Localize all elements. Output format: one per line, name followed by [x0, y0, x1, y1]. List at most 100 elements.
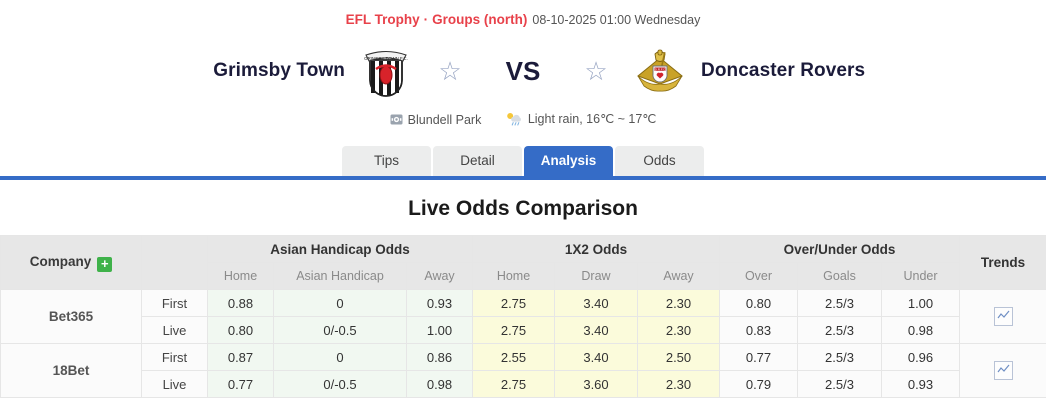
- stadium-icon: [390, 113, 403, 126]
- x12-draw-subheader: Draw: [554, 262, 638, 290]
- ou-under-odd: 0.96: [881, 343, 960, 371]
- x12-away-odd: 2.30: [637, 316, 720, 344]
- tab-odds[interactable]: Odds: [615, 146, 704, 176]
- x12-draw-odd: 3.40: [554, 316, 638, 344]
- page-title: Live Odds Comparison: [408, 197, 638, 220]
- ou-over-subheader: Over: [719, 262, 798, 290]
- vs-label: VS: [505, 55, 541, 86]
- x12-home-odd: 2.75: [472, 370, 555, 398]
- live-odds-table: Company + Asian Handicap Odds 1X2 Odds Ov…: [0, 235, 1046, 398]
- ah-home-odd: 0.87: [207, 343, 274, 371]
- over-under-group-header: Over/Under Odds: [719, 235, 960, 263]
- league-round[interactable]: Groups (north): [432, 12, 528, 27]
- phase-label: Live: [141, 370, 208, 398]
- x12-home-odd: 2.55: [472, 343, 555, 371]
- add-company-plus-icon[interactable]: +: [97, 256, 113, 272]
- ou-goals-value: 2.5/3: [797, 289, 882, 317]
- league-name[interactable]: EFL Trophy: [345, 12, 420, 27]
- x12-home-odd: 2.75: [472, 316, 555, 344]
- tab-bar: Tips Detail Analysis Odds: [0, 144, 1046, 176]
- tab-detail[interactable]: Detail: [433, 146, 522, 176]
- ah-away-subheader: Away: [406, 262, 473, 290]
- ah-home-odd: 0.88: [207, 289, 274, 317]
- table-row: Live 0.77 0/-0.5 0.98 2.75 3.60 2.30 0.7…: [1, 370, 1046, 398]
- ou-over-odd: 0.77: [719, 343, 798, 371]
- ou-under-subheader: Under: [881, 262, 960, 290]
- ou-under-odd: 1.00: [881, 289, 960, 317]
- phase-label: First: [141, 289, 208, 317]
- weather-item: Light rain, 16℃ ~ 17℃: [505, 111, 657, 127]
- grimsby-town-crest-icon: GRIMSBY TOWN F.C.: [359, 44, 413, 98]
- ah-handicap-value: 0: [273, 289, 407, 317]
- tab-analysis[interactable]: Analysis: [524, 146, 613, 176]
- weather-text: Light rain, 16℃ ~ 17℃: [527, 112, 657, 126]
- ah-handicap-subheader: Asian Handicap: [273, 262, 407, 290]
- ou-over-odd: 0.83: [719, 316, 798, 344]
- 1x2-group-header: 1X2 Odds: [472, 235, 720, 263]
- table-head-group-row: Company + Asian Handicap Odds 1X2 Odds Ov…: [0, 235, 1046, 290]
- tab-underline: [0, 176, 1046, 180]
- home-team-name[interactable]: Grimsby Town: [213, 60, 345, 81]
- x12-home-odd: 2.75: [472, 289, 555, 317]
- phase-label: Live: [141, 316, 208, 344]
- match-meta-line: Blundell Park Light rain, 16℃ ~ 17℃: [0, 111, 1046, 130]
- league-separator: ·: [423, 12, 429, 27]
- table-row: 18Bet First 0.87 0 0.86 2.55 3.40 2.50 0…: [0, 343, 1046, 398]
- teams-row: Grimsby Town GRIMSBY TOWN F.C.: [0, 41, 1046, 101]
- match-header: EFL Trophy · Groups (north) 08-10-2025 01:0…: [0, 0, 1046, 180]
- company-name-bet365[interactable]: Bet365: [0, 289, 142, 344]
- ah-handicap-value: 0/-0.5: [273, 370, 407, 398]
- ou-under-odd: 0.98: [881, 316, 960, 344]
- x12-away-odd: 2.30: [637, 289, 720, 317]
- ou-over-odd: 0.80: [719, 289, 798, 317]
- ou-over-odd: 0.79: [719, 370, 798, 398]
- ah-away-odd: 0.98: [406, 370, 473, 398]
- venue-name: Blundell Park: [407, 112, 482, 127]
- trends-cell-bet365[interactable]: [959, 289, 1046, 344]
- away-team-name[interactable]: Doncaster Rovers: [701, 60, 866, 81]
- svg-text:GRIMSBY TOWN F.C.: GRIMSBY TOWN F.C.: [364, 56, 408, 61]
- league-line: EFL Trophy · Groups (north) 08-10-2025 01:0…: [0, 11, 1046, 29]
- doncaster-rovers-crest-icon: D.R.F.C: [633, 44, 687, 98]
- ah-away-odd: 1.00: [406, 316, 473, 344]
- home-favorite-star-icon[interactable]: ☆: [438, 56, 462, 86]
- ou-goals-value: 2.5/3: [797, 343, 882, 371]
- tab-tips[interactable]: Tips: [342, 146, 431, 176]
- x12-away-subheader: Away: [637, 262, 720, 290]
- ah-home-subheader: Home: [207, 262, 274, 290]
- table-head-sub-row: Home Asian Handicap Away Home Draw Away …: [1, 262, 1046, 290]
- match-datetime: 08-10-2025 01:00 Wednesday: [532, 13, 701, 27]
- ou-goals-subheader: Goals: [797, 262, 882, 290]
- trends-header: Trends: [959, 235, 1046, 290]
- phase-header: [141, 235, 208, 290]
- x12-draw-odd: 3.40: [554, 343, 638, 371]
- x12-away-odd: 2.50: [637, 343, 720, 371]
- away-favorite-star-icon[interactable]: ☆: [584, 56, 608, 86]
- ah-home-odd: 0.80: [207, 316, 274, 344]
- ah-home-odd: 0.77: [207, 370, 274, 398]
- company-header: Company +: [0, 235, 142, 290]
- home-team-block: Grimsby Town GRIMSBY TOWN F.C.: [43, 44, 463, 98]
- x12-away-odd: 2.30: [637, 370, 720, 398]
- table-head: Company + Asian Handicap Odds 1X2 Odds Ov…: [0, 235, 1046, 290]
- away-team-block: ☆ D.R.F.C Doncaster Rovers: [583, 44, 1003, 98]
- svg-text:D.R.F.C: D.R.F.C: [655, 67, 666, 71]
- line-chart-icon[interactable]: [993, 361, 1013, 380]
- ah-away-odd: 0.93: [406, 289, 473, 317]
- ou-goals-value: 2.5/3: [797, 316, 882, 344]
- ah-handicap-value: 0: [273, 343, 407, 371]
- ou-under-odd: 0.93: [881, 370, 960, 398]
- light-rain-icon: [505, 112, 523, 126]
- venue-item: Blundell Park: [390, 112, 482, 128]
- line-chart-icon[interactable]: [993, 307, 1013, 326]
- asian-handicap-group-header: Asian Handicap Odds: [207, 235, 473, 263]
- trends-cell-18bet[interactable]: [959, 343, 1046, 398]
- x12-draw-odd: 3.60: [554, 370, 638, 398]
- x12-home-subheader: Home: [472, 262, 555, 290]
- ou-goals-value: 2.5/3: [797, 370, 882, 398]
- phase-label: First: [141, 343, 208, 371]
- table-row: Bet365 First 0.88 0 0.93 2.75 3.40 2.30 …: [0, 289, 1046, 344]
- ah-away-odd: 0.86: [406, 343, 473, 371]
- company-name-18bet[interactable]: 18Bet: [0, 343, 142, 398]
- ah-handicap-value: 0/-0.5: [273, 316, 407, 344]
